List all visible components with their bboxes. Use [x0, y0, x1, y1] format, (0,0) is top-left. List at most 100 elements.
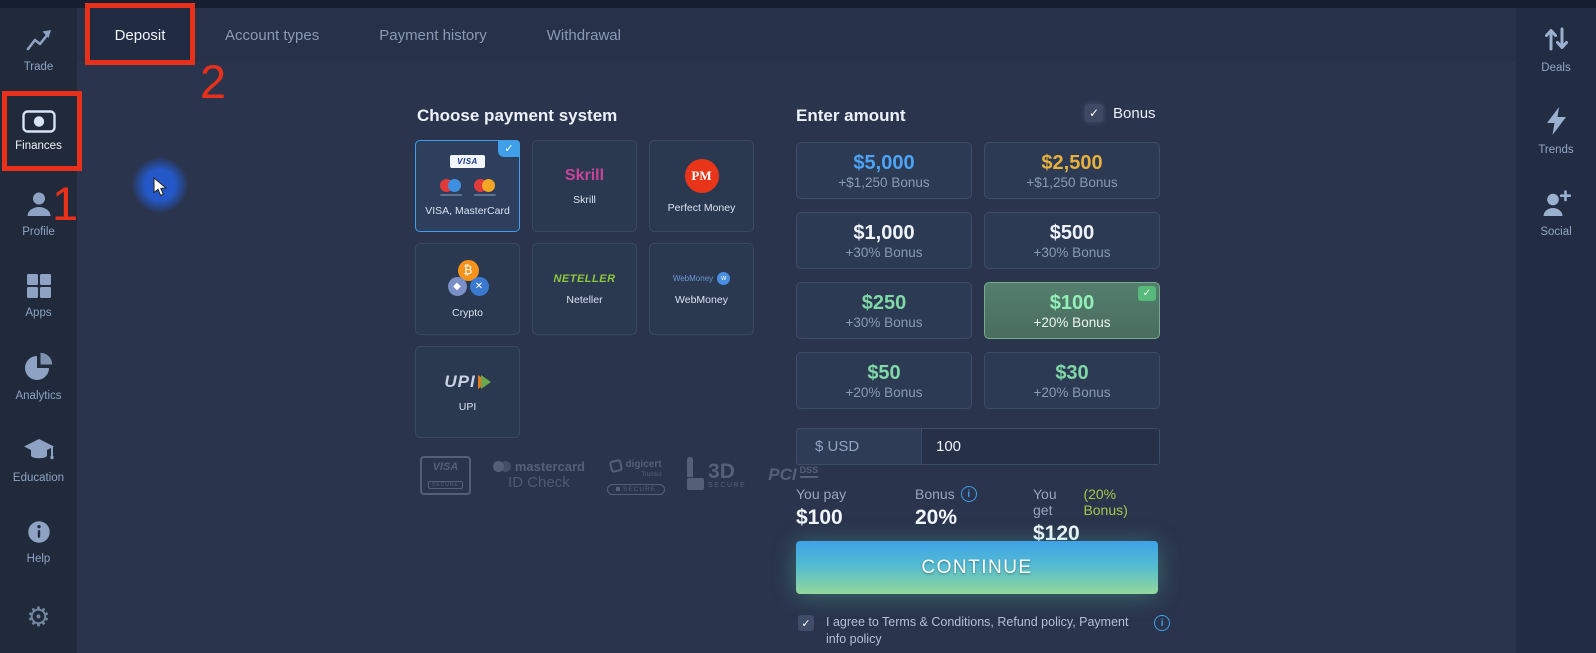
payment-method-label: UPI	[458, 400, 477, 413]
bonus-value: 20%	[915, 506, 958, 529]
sidebar-item-label: Help	[26, 552, 51, 565]
check-glyph: ✓	[504, 143, 514, 155]
amount-option-30[interactable]: $30 +20% Bonus	[984, 352, 1160, 409]
trust-badges-row: VISA SECURE mastercard ID Check digicert…	[420, 454, 818, 496]
tab-deposit[interactable]: Deposit	[85, 8, 195, 62]
badge-text: digicert	[625, 459, 662, 470]
payment-system-heading: Choose payment system	[417, 106, 618, 125]
bonus-toggle[interactable]: ✓ Bonus	[1085, 104, 1156, 122]
terms-text[interactable]: I agree to Terms & Conditions, Refund po…	[826, 615, 1129, 646]
sidebar-item-label: Trends	[1538, 144, 1574, 156]
annotation-step-1: 1	[52, 177, 79, 230]
amount-option-50[interactable]: $50 +20% Bonus	[796, 352, 972, 409]
info-circle-icon	[27, 520, 50, 543]
badge-text: DSS	[799, 465, 819, 475]
sidebar-item-label: Social	[1540, 225, 1572, 238]
upi-logo-text: UPI	[444, 371, 476, 391]
upi-arrow-green	[480, 374, 491, 389]
person-icon	[27, 192, 50, 216]
crypto-coins-logo: ₿ ◆ ✕	[445, 259, 491, 298]
amount-bonus: +$1,250 Bonus	[1026, 174, 1118, 190]
settings-gear-icon[interactable]: ⚙	[0, 582, 77, 652]
you-get-label: You get	[1033, 486, 1057, 518]
amount-bonus: +20% Bonus	[1033, 314, 1111, 330]
tab-account-types[interactable]: Account types	[225, 26, 320, 44]
neteller-logo: NETELLER	[553, 272, 616, 285]
amount-bonus: +20% Bonus	[1033, 384, 1111, 400]
sidebar-item-apps[interactable]: Apps	[0, 254, 77, 336]
enter-amount-heading: Enter amount	[796, 106, 906, 125]
digicert-secure-pill: SECURE	[606, 483, 666, 495]
payment-method-label: Skrill	[573, 193, 596, 206]
sidebar-item-label: Deals	[1541, 62, 1571, 74]
amount-input-row: $ USD 100	[796, 428, 1160, 465]
amount-option-100-selected[interactable]: ✓ $100 +20% Bonus	[984, 282, 1160, 339]
webmoney-glyph: w	[721, 275, 727, 282]
sidebar-item-social[interactable]: Social	[1516, 172, 1596, 254]
up-down-arrows-icon	[1545, 27, 1568, 51]
square-bullet	[615, 487, 620, 491]
continue-button[interactable]: CONTINUE	[796, 541, 1158, 594]
payment-method-upi[interactable]: UPI UPI	[415, 346, 520, 438]
logo-circle	[482, 179, 495, 192]
right-sidebar: Deals Trends Social	[1516, 8, 1596, 653]
sidebar-item-label: Education	[12, 471, 65, 484]
badge-text: VISA	[432, 460, 459, 473]
payment-method-label: WebMoney	[675, 294, 728, 306]
sidebar-item-deals[interactable]: Deals	[1516, 8, 1596, 90]
payment-method-perfect-money[interactable]: PM Perfect Money	[649, 140, 754, 232]
selected-check-icon: ✓	[1138, 286, 1156, 301]
tab-payment-history[interactable]: Payment history	[379, 26, 487, 44]
amount-bonus: +30% Bonus	[845, 244, 923, 260]
deposit-panel: Choose payment system ✓ VISA VISA, Maste…	[77, 62, 1516, 653]
amount-option-250[interactable]: $250 +30% Bonus	[796, 282, 972, 339]
badge-text: 3D	[708, 460, 735, 483]
payment-method-crypto[interactable]: ₿ ◆ ✕ Crypto	[415, 243, 520, 335]
sidebar-item-profile[interactable]: Profile	[0, 172, 77, 254]
payment-method-webmoney[interactable]: WebMoney w WebMoney	[649, 243, 754, 335]
amount-option-5000[interactable]: $5,000 +$1,250 Bonus	[796, 142, 972, 199]
sidebar-item-education[interactable]: Education	[0, 418, 77, 500]
payment-method-visa-mastercard[interactable]: ✓ VISA VISA, MasterCard	[415, 140, 520, 232]
payment-method-label: Perfect Money	[667, 201, 736, 214]
currency-selector[interactable]: $ USD	[797, 429, 922, 464]
gear-glyph: ⚙	[26, 601, 51, 633]
amount-input[interactable]: 100	[922, 429, 1159, 464]
mouse-cursor	[153, 177, 168, 197]
payment-method-neteller[interactable]: NETELLER Neteller	[532, 243, 637, 335]
amount-bonus: +30% Bonus	[1033, 244, 1111, 260]
sidebar-item-help[interactable]: Help	[0, 500, 77, 582]
bitcoin-icon: ₿	[457, 259, 479, 281]
banknote-icon	[21, 110, 56, 133]
mastercard-idcheck-badge: mastercard ID Check	[492, 459, 585, 491]
check-glyph: ✓	[1088, 106, 1100, 120]
sidebar-item-trade[interactable]: Trade	[0, 8, 77, 90]
sidebar-item-label: Profile	[22, 225, 55, 238]
payment-method-skrill[interactable]: Skrill Skrill	[532, 140, 637, 232]
amount-value: $100	[1049, 291, 1095, 314]
sidebar-item-finances[interactable]: Finances	[0, 90, 77, 172]
top-strip	[0, 0, 1596, 8]
webmoney-globe-icon: w	[717, 272, 731, 285]
terms-info-icon[interactable]: i	[1154, 615, 1170, 631]
bonus-label: Bonus	[1113, 104, 1156, 122]
amount-option-1000[interactable]: $1,000 +30% Bonus	[796, 212, 972, 269]
sidebar-item-analytics[interactable]: Analytics	[0, 336, 77, 418]
tab-withdrawal[interactable]: Withdrawal	[546, 26, 621, 44]
payment-method-label: Neteller	[566, 293, 603, 306]
amount-option-2500[interactable]: $2,500 +$1,250 Bonus	[984, 142, 1160, 199]
check-glyph: ✓	[1142, 288, 1152, 299]
terms-checkbox[interactable]: ✓	[798, 615, 814, 631]
badge-bar	[799, 476, 818, 478]
ethereum-glyph: ◆	[453, 280, 461, 292]
digicert-badge: digicert Trusted SECURE	[606, 454, 666, 496]
amount-option-500[interactable]: $500 +30% Bonus	[984, 212, 1160, 269]
sidebar-item-trends[interactable]: Trends	[1516, 90, 1596, 172]
sidebar-item-label: Analytics	[15, 390, 62, 402]
card-caption-bar	[473, 194, 496, 196]
bonus-info-icon[interactable]: i	[960, 486, 977, 502]
perfect-money-logo: PM	[684, 158, 719, 193]
bonus-checkbox[interactable]: ✓	[1085, 104, 1103, 122]
amount-value: $30	[1055, 361, 1089, 384]
ripple-icon: ✕	[469, 276, 489, 296]
